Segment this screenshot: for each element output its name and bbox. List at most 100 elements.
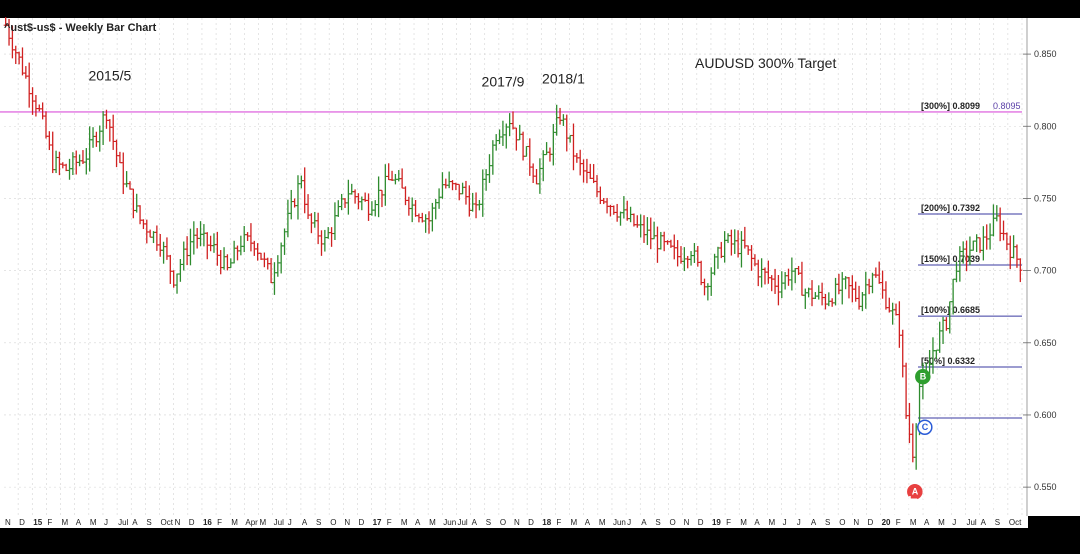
time-tick-label: N [5,518,11,527]
time-tick-label: O [330,518,336,527]
time-tick-label: J [952,518,956,527]
time-tick-label: F [726,518,731,527]
time-tick-label: M [740,518,747,527]
watermark-text: 边走边读边吃 [880,494,1000,518]
fib-extra-label: 0.8095 [993,101,1021,111]
time-tick-label: F [387,518,392,527]
time-tick-label: S [825,518,830,527]
fibonacci-levels: [300%] 0.8099 0.8095 [200%] 0.7392 [150%] 0… [918,101,1022,419]
time-tick-label: M [260,518,267,527]
time-axis: N D 15 F M A M J Jul A S Oct N D 16 F M Apr M Jul J A S O N D 17 F M… [5,518,1022,527]
time-tick-label: Jul [274,518,284,527]
peak-label: 2018/1 [542,70,585,86]
time-axis-area [0,516,1028,528]
time-tick-label: N [175,518,181,527]
time-tick-label: 16 [203,518,212,527]
time-tick-label: M [599,518,606,527]
fib-level-label: [50%] 0.6332 [921,356,975,366]
time-tick-label: O [500,518,506,527]
time-tick-label: Apr [245,518,258,527]
peak-annotations: 2015/5 2017/9 2018/1 [88,68,585,90]
time-tick-label: A [302,518,308,527]
time-tick-label: S [316,518,321,527]
time-tick-label: D [189,518,195,527]
wave-point-c [917,419,933,435]
time-tick-label: A [415,518,421,527]
price-axis: 0.850 0.800 0.750 0.700 0.650 0.600 0.550 [1023,18,1057,516]
time-tick-label: 15 [33,518,42,527]
time-tick-label: M [910,518,917,527]
time-tick-label: A [811,518,817,527]
time-tick-label: M [429,518,436,527]
price-axis-area [1028,18,1080,516]
time-tick-label: J [288,518,292,527]
peak-label: 2017/9 [482,73,525,89]
price-tick-label: 0.850 [1034,49,1057,59]
price-tick-label: 0.750 [1034,193,1057,203]
time-tick-label: O [839,518,845,527]
time-tick-label: 20 [882,518,891,527]
fib-level-label: [100%] 0.6685 [921,305,980,315]
time-tick-label: N [344,518,350,527]
price-tick-label: 0.650 [1034,338,1057,348]
time-tick-label: D [698,518,704,527]
time-tick-label: N [514,518,520,527]
peak-label: 2015/5 [88,68,131,84]
time-tick-label: M [769,518,776,527]
watermark-icon [850,494,874,518]
time-tick-label: A [981,518,987,527]
chart-title: ^ust$-us$ - Weekly Bar Chart [4,22,157,34]
time-tick-label: Oct [161,518,174,527]
time-tick-label: O [670,518,676,527]
time-tick-label: M [231,518,238,527]
time-tick-label: S [995,518,1000,527]
time-tick-label: S [655,518,660,527]
time-tick-label: F [47,518,52,527]
annotation-title: AUDUSD 300% Target [695,55,836,71]
time-tick-label: M [401,518,408,527]
plot-area [0,18,1028,516]
time-tick-label: D [358,518,364,527]
time-tick-label: D [19,518,25,527]
time-tick-label: M [938,518,945,527]
fib-level-label: [150%] 0.7039 [921,254,980,264]
time-tick-label: N [684,518,690,527]
time-tick-label: Oct [1009,518,1022,527]
time-tick-label: S [486,518,491,527]
time-tick-label: S [146,518,151,527]
wave-point-b [915,368,931,385]
time-tick-label: 18 [542,518,551,527]
price-tick-label: 0.700 [1034,266,1057,276]
time-tick-label: F [217,518,222,527]
time-tick-label: M [62,518,69,527]
time-tick-label: Jun [443,518,456,527]
watermark: 边走边读边吃 [850,494,1000,518]
time-tick-label: Jul [966,518,976,527]
time-tick-label: A [641,518,647,527]
wave-markers: A B C [907,368,933,500]
time-tick-label: M [90,518,97,527]
time-tick-label: 19 [712,518,721,527]
time-tick-label: J [104,518,108,527]
time-tick-label: A [472,518,478,527]
time-tick-label: A [585,518,591,527]
time-tick-label: J [627,518,631,527]
time-tick-label: A [76,518,82,527]
wave-point-label: C [922,422,929,432]
wave-point-label: B [920,372,927,382]
price-bars [3,17,1023,470]
time-tick-label: Jun [613,518,626,527]
time-tick-label: N [853,518,859,527]
time-tick-label: Jul [457,518,467,527]
time-tick-label: A [754,518,760,527]
time-tick-label: Jul [118,518,128,527]
time-tick-label: 17 [373,518,382,527]
time-tick-label: A [924,518,930,527]
fib-level-label: [300%] 0.8099 [921,101,980,111]
time-tick-label: A [132,518,138,527]
time-tick-label: M [571,518,578,527]
wave-point-label: A [912,487,919,497]
wave-point-a [907,483,923,500]
time-tick-label: D [528,518,534,527]
price-tick-label: 0.800 [1034,121,1057,131]
